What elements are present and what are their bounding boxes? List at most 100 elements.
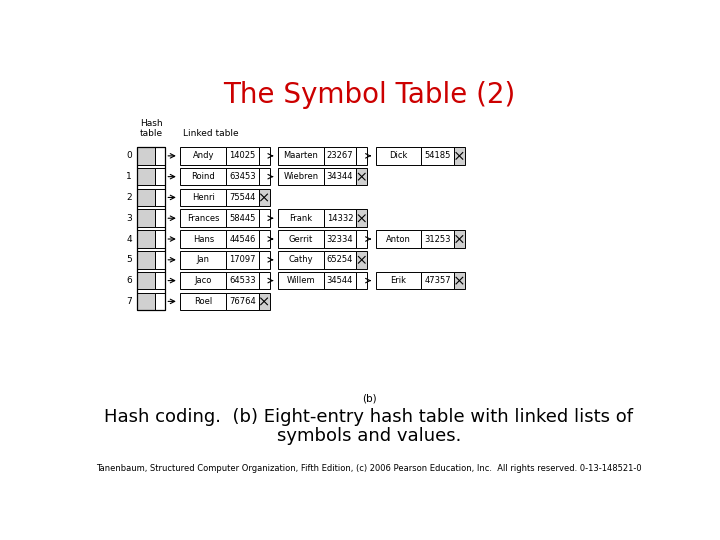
Text: 4: 4 <box>126 234 132 244</box>
Text: Willem: Willem <box>287 276 315 285</box>
Bar <box>356 168 367 185</box>
Bar <box>156 210 166 227</box>
Bar <box>356 230 367 248</box>
Bar <box>278 168 324 185</box>
Text: 14332: 14332 <box>327 214 354 222</box>
Text: Erik: Erik <box>390 276 407 285</box>
Bar <box>376 147 421 165</box>
Bar <box>156 272 166 289</box>
Text: Frank: Frank <box>289 214 312 222</box>
Text: 44546: 44546 <box>229 234 256 244</box>
Bar <box>181 168 226 185</box>
Bar <box>181 272 226 289</box>
Bar <box>226 147 258 165</box>
Text: Jaco: Jaco <box>194 276 212 285</box>
Bar <box>258 168 270 185</box>
Text: 64533: 64533 <box>229 276 256 285</box>
Bar <box>226 293 258 310</box>
Bar <box>138 188 156 206</box>
Text: Cathy: Cathy <box>289 255 313 264</box>
Text: Hans: Hans <box>193 234 214 244</box>
Bar <box>226 188 258 206</box>
Bar <box>181 147 226 165</box>
Text: 7: 7 <box>126 297 132 306</box>
Bar <box>324 210 356 227</box>
Bar <box>376 272 421 289</box>
Bar <box>258 272 270 289</box>
Bar <box>138 230 156 248</box>
Text: (b): (b) <box>361 393 377 403</box>
Text: Roind: Roind <box>192 172 215 181</box>
Text: 14025: 14025 <box>229 151 256 160</box>
Bar <box>138 210 156 227</box>
Bar <box>138 147 156 165</box>
Text: 75544: 75544 <box>229 193 256 202</box>
Text: 3: 3 <box>126 214 132 222</box>
Bar <box>324 251 356 268</box>
Bar <box>181 188 226 206</box>
Text: Wiebren: Wiebren <box>284 172 318 181</box>
Bar <box>258 251 270 268</box>
Bar <box>278 147 324 165</box>
Text: Anton: Anton <box>386 234 411 244</box>
Bar <box>324 147 356 165</box>
Bar <box>278 251 324 268</box>
Text: Maarten: Maarten <box>284 151 318 160</box>
Bar <box>258 230 270 248</box>
Bar <box>324 230 356 248</box>
Bar <box>324 272 356 289</box>
Bar <box>356 210 367 227</box>
Bar <box>181 210 226 227</box>
Bar <box>421 230 454 248</box>
Bar <box>454 230 465 248</box>
Bar <box>181 251 226 268</box>
Bar <box>356 251 367 268</box>
Bar <box>356 272 367 289</box>
Bar <box>226 251 258 268</box>
Bar <box>421 147 454 165</box>
Bar <box>138 168 156 185</box>
Text: Linked table: Linked table <box>183 129 239 138</box>
Bar <box>156 188 166 206</box>
Bar <box>138 147 166 310</box>
Bar <box>258 147 270 165</box>
Bar <box>181 293 226 310</box>
Text: 47357: 47357 <box>424 276 451 285</box>
Bar <box>278 210 324 227</box>
Bar <box>138 251 156 268</box>
Bar <box>156 251 166 268</box>
Text: Hash
table: Hash table <box>140 119 163 138</box>
Text: Tanenbaum, Structured Computer Organization, Fifth Edition, (c) 2006 Pearson Edu: Tanenbaum, Structured Computer Organizat… <box>96 464 642 473</box>
Bar <box>258 210 270 227</box>
Bar <box>421 272 454 289</box>
Bar <box>226 272 258 289</box>
Bar <box>258 293 270 310</box>
Text: 63453: 63453 <box>229 172 256 181</box>
Text: 5: 5 <box>126 255 132 264</box>
Bar <box>454 147 465 165</box>
Bar <box>156 293 166 310</box>
Bar <box>138 272 156 289</box>
Text: 32334: 32334 <box>327 234 354 244</box>
Text: Jan: Jan <box>197 255 210 264</box>
Text: Frances: Frances <box>187 214 220 222</box>
Text: 0: 0 <box>126 151 132 160</box>
Text: Dick: Dick <box>390 151 408 160</box>
Text: The Symbol Table (2): The Symbol Table (2) <box>223 82 515 110</box>
Text: 2: 2 <box>126 193 132 202</box>
Bar <box>156 147 166 165</box>
Text: 6: 6 <box>126 276 132 285</box>
Bar <box>278 272 324 289</box>
Bar <box>278 230 324 248</box>
Text: Hash coding.  (b) Eight-entry hash table with linked lists of: Hash coding. (b) Eight-entry hash table … <box>104 408 634 426</box>
Text: 58445: 58445 <box>229 214 256 222</box>
Text: 65254: 65254 <box>327 255 354 264</box>
Bar <box>226 168 258 185</box>
Bar <box>181 230 226 248</box>
Bar <box>376 230 421 248</box>
Text: 17097: 17097 <box>229 255 256 264</box>
Text: 76764: 76764 <box>229 297 256 306</box>
Bar <box>138 293 156 310</box>
Text: 54185: 54185 <box>425 151 451 160</box>
Bar <box>226 210 258 227</box>
